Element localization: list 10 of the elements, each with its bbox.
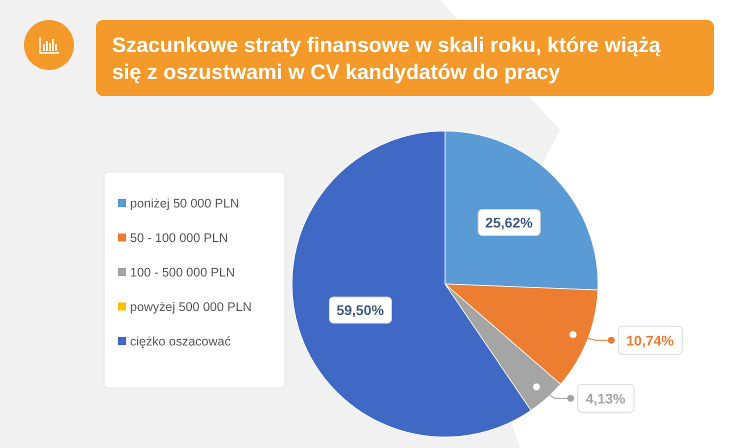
legend-label: powyżej 500 000 PLN [130,300,252,314]
legend-label: 100 - 500 000 PLN [130,266,235,280]
data-label: 10,74% [626,332,674,348]
data-label: 59,50% [336,302,384,318]
data-label: 25,62% [485,214,534,230]
legend-label: poniżej 50 000 PLN [130,196,240,210]
legend-label: ciężko oszacować [130,334,231,348]
data-label: 4,13% [586,390,626,406]
legend-label: 50 - 100 000 PLN [130,231,228,245]
chart-title: Szacunkowe straty finansowe w skali roku, które wiążą się z oszustwami w CV kandydatów do pracy [112,34,661,84]
